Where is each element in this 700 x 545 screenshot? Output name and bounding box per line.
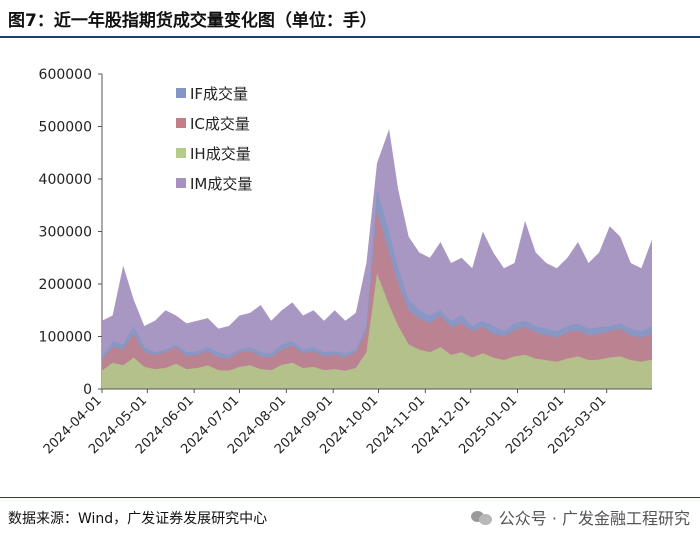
legend-swatch-im <box>176 178 186 188</box>
y-tick-label: 300000 <box>39 225 92 241</box>
area-series-ih <box>102 273 652 389</box>
legend-swatch-if <box>176 88 186 98</box>
watermark: 公众号 · 广发金融工程研究 <box>470 505 690 529</box>
y-tick-label: 100000 <box>39 330 92 346</box>
y-tick-label: 600000 <box>39 67 92 83</box>
title-bar: 图7：近一年股指期货成交量变化图（单位：手） <box>0 0 700 38</box>
legend-label-ic: IC成交量 <box>190 115 250 133</box>
wechat-icon <box>470 509 493 525</box>
chart-title: 图7：近一年股指期货成交量变化图（单位：手） <box>8 11 377 31</box>
y-tick-label: 0 <box>83 382 92 398</box>
watermark-text: 公众号 · 广发金融工程研究 <box>498 509 690 528</box>
source-note: 数据来源：Wind，广发证券发展研究中心 <box>8 511 268 527</box>
chart-area: 0 100000 200000 300000 400000 500000 600000 202… <box>0 40 700 495</box>
legend-label-im: IM成交量 <box>190 175 252 193</box>
y-tick-label: 500000 <box>39 120 92 136</box>
legend-label-if: IF成交量 <box>190 85 248 103</box>
y-tick-label: 400000 <box>39 172 92 188</box>
area-chart: 0100000200000300000400000500000600000202… <box>39 67 652 457</box>
legend-label-ih: IH成交量 <box>190 145 251 163</box>
y-tick-label: 200000 <box>39 277 92 293</box>
title-rule <box>0 36 700 38</box>
legend-swatch-ic <box>176 118 186 128</box>
legend-swatch-ih <box>176 148 186 158</box>
footer-rule <box>0 497 700 498</box>
